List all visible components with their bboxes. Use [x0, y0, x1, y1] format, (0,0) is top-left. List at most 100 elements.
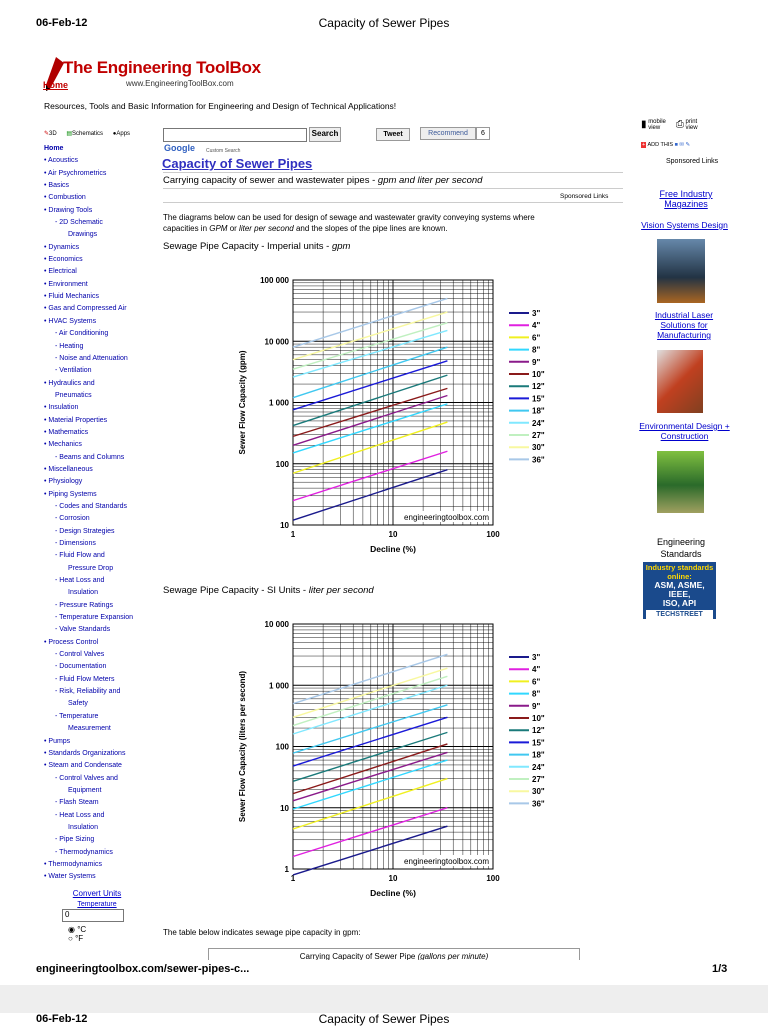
sidebar-item[interactable]: • Economics	[44, 256, 83, 264]
series-line	[292, 360, 448, 411]
sidebar-item[interactable]: • Water Systems	[44, 873, 96, 881]
sidebar-item[interactable]: - Temperature Expansion	[55, 614, 134, 622]
sidebar-item[interactable]: - Thermodynamics	[55, 848, 113, 856]
sidebar-item[interactable]: • Mechanics	[44, 441, 82, 449]
sidebar-item[interactable]: Equipment	[68, 786, 102, 794]
ad-vision-systems[interactable]: Vision Systems Design	[641, 220, 728, 230]
sidebar-item[interactable]: • Steam and Condensate	[44, 762, 122, 770]
sidebar-item[interactable]: - Pressure Ratings	[55, 601, 113, 609]
sidebar-item[interactable]: • Insulation	[44, 404, 79, 412]
sidebar-item[interactable]: - Fluid Flow Meters	[55, 675, 115, 683]
sidebar-item[interactable]: Home	[44, 145, 64, 152]
schematics-icon[interactable]: ▤	[66, 131, 73, 137]
sidebar-item[interactable]: Insulation	[68, 589, 98, 597]
sidebar-item[interactable]: • Environment	[44, 280, 88, 288]
sidebar-item[interactable]: Pressure Drop	[68, 564, 114, 572]
sidebar-item[interactable]: - Fluid Flow and	[55, 552, 105, 560]
magazine-cover-laser[interactable]	[657, 350, 703, 413]
ad-free-magazines[interactable]: Free Industry Magazines	[659, 189, 713, 209]
sidebar-item[interactable]: - Flash Steam	[55, 799, 99, 807]
sidebar-item[interactable]: - Valve Standards	[55, 626, 111, 634]
ad-industrial-laser[interactable]: Industrial Laser Solutions for Manufactu…	[654, 310, 714, 340]
sidebar-item[interactable]: • Mathematics	[44, 428, 89, 436]
sidebar-item[interactable]: - Air Conditioning	[55, 330, 109, 338]
sidebar-item[interactable]: • Combustion	[44, 194, 86, 202]
sidebar-item[interactable]: - Temperature	[55, 712, 99, 720]
sidebar-item[interactable]: Insulation	[68, 823, 98, 831]
addthis-bar[interactable]: + ADD THIS ■ ✉ ✎	[641, 142, 690, 148]
watermark: engineeringtoolbox.com	[404, 857, 489, 866]
sidebar-item[interactable]: • Dynamics	[44, 243, 80, 251]
sidebar-item[interactable]: - Heat Loss and	[55, 577, 105, 585]
mobile-view-link[interactable]: mobile view	[648, 119, 666, 131]
search-input[interactable]	[163, 128, 307, 142]
sidebar-item[interactable]: • Fluid Mechanics	[44, 293, 99, 301]
logo-home-link[interactable]: Home	[43, 80, 69, 90]
sidebar-item[interactable]: • Miscellaneous	[44, 465, 93, 473]
sidebar-item[interactable]: - Corrosion	[55, 515, 90, 523]
legend-label: 3"	[532, 653, 540, 662]
sidebar-item[interactable]: Pneumatics	[55, 391, 92, 399]
sidebar-item[interactable]: • Pumps	[44, 737, 71, 745]
sidebar-item[interactable]: - Pipe Sizing	[55, 836, 95, 844]
sidebar-item[interactable]: • Physiology	[44, 478, 83, 486]
search-button[interactable]: Search	[309, 127, 341, 142]
apps-icon[interactable]: ●	[112, 131, 117, 137]
printer-icon[interactable]: ⎙	[675, 119, 684, 130]
techstreet-banner[interactable]: Industry standards online: ASM, ASME, IE…	[643, 562, 716, 619]
sidebar-item[interactable]: - Control Valves and	[55, 774, 118, 782]
3d-icon[interactable]: ✎	[44, 131, 50, 137]
h1-italic: gpm	[331, 241, 351, 252]
sidebar-item[interactable]: • Electrical	[44, 268, 77, 276]
sidebar-item[interactable]: - Codes and Standards	[55, 502, 127, 510]
sidebar-item[interactable]: • Standards Organizations	[44, 749, 126, 757]
sidebar-item[interactable]: • Piping Systems	[44, 490, 97, 498]
sidebar-item[interactable]: • Gas and Compressed Air	[44, 305, 127, 313]
series-line	[292, 322, 448, 370]
sidebar-item[interactable]: Safety	[68, 700, 88, 708]
sidebar-item[interactable]: - Dimensions	[55, 540, 96, 547]
mobile-icon[interactable]: ▮	[641, 119, 647, 130]
sidebar-item[interactable]: • Drawing Tools	[44, 206, 93, 214]
convert-temperature-link[interactable]: Temperature	[77, 901, 117, 908]
sidebar-item[interactable]: - Heating	[55, 342, 84, 350]
sidebar-item[interactable]: Drawings	[68, 231, 98, 239]
sidebar-item[interactable]: Measurement	[68, 725, 111, 733]
temperature-input[interactable]: 0	[62, 909, 124, 922]
ad-environmental-design[interactable]: Environmental Design + Construction	[639, 421, 730, 441]
sidebar-item[interactable]: • Thermodynamics	[44, 860, 102, 868]
series-line	[292, 311, 448, 361]
sidebar-item[interactable]: - Beams and Columns	[55, 453, 125, 461]
sidebar-item[interactable]: - Design Strategies	[55, 527, 115, 535]
sidebar-item[interactable]: - Risk, Reliability and	[55, 688, 121, 696]
page-title[interactable]: Capacity of Sewer Pipes	[162, 156, 313, 171]
sidebar-item[interactable]: • Basics	[44, 182, 70, 190]
sidebar-item[interactable]: - Documentation	[55, 663, 107, 671]
sidebar-item[interactable]: - Ventilation	[55, 367, 92, 375]
page-gap	[0, 985, 768, 1013]
sidebar-item[interactable]: - Control Valves	[55, 651, 105, 659]
sidebar-item[interactable]: • Material Properties	[44, 416, 108, 424]
sidebar-item[interactable]: - Noise and Attenuation	[55, 354, 128, 362]
magazine-cover-vision[interactable]	[657, 239, 705, 303]
intro-paragraph: The diagrams below can be used for desig…	[163, 212, 623, 234]
sidebar-item[interactable]: • Hydraulics and	[44, 379, 95, 387]
print-view-link[interactable]: print view	[685, 119, 698, 131]
recommend-button[interactable]: Recommend	[420, 127, 476, 140]
site-logo[interactable]: The Engineering ToolBox www.EngineeringT…	[42, 55, 342, 93]
tweet-button[interactable]: Tweet	[376, 128, 410, 141]
radio-fahrenheit[interactable]: ○ °F	[62, 934, 132, 943]
convert-units-title[interactable]: Convert Units	[72, 889, 122, 898]
sidebar-item[interactable]: - 2D Schematic	[55, 219, 103, 227]
sidebar-item[interactable]: • Air Psychrometrics	[44, 169, 107, 177]
magazine-cover-edc[interactable]	[657, 451, 704, 513]
sidebar-item[interactable]: • HVAC Systems	[44, 317, 97, 325]
tagline: Resources, Tools and Basic Information f…	[44, 101, 397, 111]
icon-label-3d: 3D	[49, 131, 57, 137]
sidebar-item[interactable]: • Process Control	[44, 638, 99, 646]
sidebar-item[interactable]: - Heat Loss and	[55, 811, 105, 819]
radio-celsius[interactable]: ◉ °C	[62, 925, 132, 934]
legend-label: 36"	[532, 799, 545, 808]
sidebar-item[interactable]: • Acoustics	[44, 157, 78, 165]
